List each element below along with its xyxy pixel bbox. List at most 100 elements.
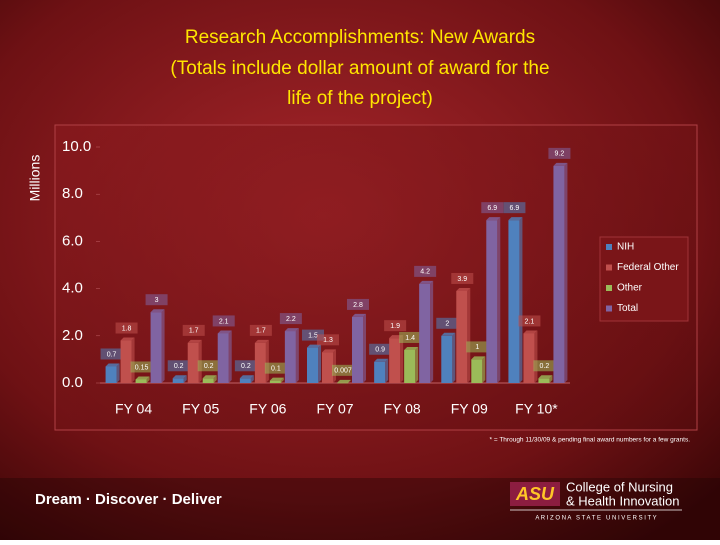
bar-top: [471, 356, 486, 360]
bar-side: [161, 309, 165, 383]
bar-side: [348, 379, 351, 383]
bar: [337, 382, 348, 384]
college-name: College of Nursing: [566, 479, 673, 494]
data-label-box: [548, 147, 571, 159]
data-label: 1.7: [189, 328, 199, 335]
bar: [254, 342, 266, 383]
legend-label: Other: [617, 283, 643, 294]
bar-side: [452, 332, 456, 383]
bar-top: [538, 375, 553, 379]
data-label-box: [234, 360, 257, 372]
bar-top: [187, 339, 202, 343]
data-label: 9.2: [555, 151, 565, 158]
bar-top: [456, 287, 471, 291]
data-label: 0.2: [174, 363, 184, 370]
data-label-box: [145, 294, 168, 306]
bar-side: [385, 358, 389, 383]
data-label-box: [518, 315, 541, 327]
bar-top: [269, 377, 284, 381]
data-label-box: [302, 329, 324, 341]
slogan: Dream · Discover · Deliver: [35, 491, 222, 508]
bar-side: [183, 375, 187, 383]
bar-top: [254, 339, 269, 343]
bar-side: [131, 337, 135, 383]
bar-side: [146, 376, 150, 383]
data-label-box: [182, 324, 205, 336]
data-label-box: [414, 265, 437, 277]
bar: [120, 340, 132, 383]
footer-band: [0, 478, 720, 540]
data-label-box: [197, 360, 220, 372]
bar-top: [202, 375, 217, 379]
bar: [352, 316, 363, 383]
bar-side: [213, 375, 217, 383]
bar-side: [400, 335, 404, 383]
y-tick-label: 4.0: [62, 280, 83, 297]
data-label: 1.9: [390, 323, 400, 330]
bar: [217, 333, 229, 383]
data-label: 1: [475, 344, 479, 351]
bar-top: [523, 330, 538, 334]
data-label-box: [399, 331, 422, 343]
data-label-box: [249, 324, 272, 336]
data-label-box: [466, 341, 489, 353]
bar: [523, 333, 535, 383]
y-tick-label: 8.0: [62, 185, 83, 202]
bar: [389, 338, 401, 383]
bar: [150, 312, 162, 383]
data-label-box: [130, 361, 153, 373]
logo-box: [510, 482, 560, 506]
legend-label: NIH: [617, 242, 634, 253]
legend-box: [599, 236, 689, 322]
data-label-box: [332, 364, 354, 376]
bar: [374, 361, 386, 383]
data-label: 0.007: [334, 368, 352, 375]
data-label: 2.1: [219, 318, 229, 325]
data-label-box: [533, 360, 556, 372]
bar-side: [549, 375, 553, 383]
footnote: * = Through 11/30/09 & pending final awa…: [490, 437, 691, 444]
bar-top: [553, 162, 568, 166]
bar-top: [120, 337, 135, 341]
data-label-box: [369, 343, 392, 355]
bar: [508, 220, 520, 383]
bar-side: [250, 375, 254, 383]
bar-side: [295, 328, 299, 383]
data-label: 6.9: [510, 205, 520, 212]
data-label: 1.4: [405, 335, 415, 342]
bar-side: [228, 330, 232, 383]
bar-side: [482, 356, 486, 383]
x-tick-label: FY 08: [384, 401, 421, 417]
bar-top: [217, 330, 232, 334]
bar-side: [280, 377, 284, 383]
bar: [322, 352, 333, 383]
data-label: 0.15: [135, 364, 149, 371]
data-label: 3.9: [457, 276, 467, 283]
bar-top: [352, 313, 366, 317]
bar-top: [284, 328, 299, 332]
bar-top: [374, 358, 389, 362]
x-tick-label: FY 04: [115, 401, 152, 417]
data-label: 3: [155, 297, 159, 304]
legend-label: Federal Other: [617, 262, 679, 273]
bar-side: [430, 280, 434, 383]
y-tick-label: 10.0: [62, 138, 91, 155]
legend-swatch: [606, 305, 612, 312]
bar: [135, 379, 147, 383]
chart-title: Research Accomplishments: New Awards: [185, 27, 535, 48]
bar: [187, 342, 199, 383]
data-label-box: [384, 320, 407, 332]
data-label: 1.5: [308, 332, 318, 339]
bar-top: [419, 280, 434, 284]
data-label-box: [264, 362, 287, 374]
bar: [456, 290, 468, 383]
legend-swatch: [606, 264, 612, 271]
y-axis-label: Millions: [27, 155, 43, 202]
bar-side: [265, 339, 269, 383]
data-label-box: [481, 202, 504, 214]
bar-top: [441, 332, 456, 336]
legend-swatch: [606, 285, 612, 291]
x-tick-label: FY 07: [316, 401, 353, 417]
bar: [105, 366, 117, 383]
bar-side: [467, 287, 471, 383]
